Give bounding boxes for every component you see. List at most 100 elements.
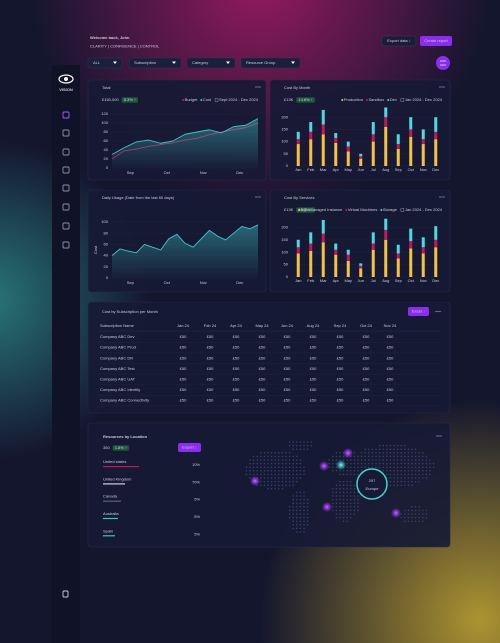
column-header: Aug 24: [307, 323, 320, 328]
date-range: Jan 2024 - Dec 2024: [405, 207, 443, 212]
map-hotspot[interactable]: [250, 476, 260, 486]
menu-dot[interactable]: [443, 196, 445, 198]
nav-icon[interactable]: [62, 222, 70, 230]
map-dot: [260, 452, 262, 454]
map-dot: [407, 459, 410, 461]
menu-dot[interactable]: [441, 86, 443, 88]
map-dot: [393, 462, 395, 465]
y-tick-label: 0: [286, 163, 289, 168]
export-button[interactable]: [381, 35, 417, 47]
map-dot: [396, 448, 399, 450]
menu-dot[interactable]: [439, 86, 441, 88]
map-dot: [389, 473, 392, 476]
menu-dot[interactable]: [259, 196, 261, 198]
map-dot: [252, 455, 255, 458]
map-dot: [299, 470, 302, 472]
logout-icon[interactable]: [62, 590, 69, 598]
excel-button[interactable]: [408, 307, 429, 316]
map-dot: [263, 462, 266, 465]
menu-dot[interactable]: [438, 435, 440, 437]
map-hotspot[interactable]: [322, 502, 332, 512]
map-dot: [364, 462, 366, 465]
map-dot: [342, 516, 345, 519]
nav-icon[interactable]: [62, 241, 70, 249]
settings-button[interactable]: [436, 56, 450, 70]
nav-icon[interactable]: [62, 148, 70, 156]
export-label[interactable]: Export ↓: [182, 445, 197, 450]
nav-icon[interactable]: [62, 129, 70, 137]
cell: £50: [284, 334, 291, 339]
map-hotspot[interactable]: [336, 460, 346, 470]
map-dot: [303, 509, 305, 512]
map-dot: [339, 480, 341, 483]
card-title: Total: [102, 85, 111, 90]
map-dot: [256, 470, 258, 472]
y-tick-label: 50: [284, 262, 289, 267]
x-tick-label: Oct: [408, 278, 415, 283]
bar-segment: [384, 239, 388, 277]
map-dot: [346, 520, 348, 522]
create-label[interactable]: Create report: [424, 38, 448, 43]
map-dot: [342, 506, 345, 508]
bar-segment: [296, 131, 300, 140]
filter[interactable]: [186, 57, 236, 69]
menu-dot[interactable]: [439, 196, 441, 198]
filter-label[interactable]: Category: [192, 60, 208, 65]
nav-icon[interactable]: [62, 166, 70, 174]
map-dot: [299, 466, 302, 468]
nav-icon[interactable]: [62, 203, 70, 211]
cell: Company ABC Connectivity: [100, 398, 149, 403]
filter[interactable]: [240, 57, 301, 69]
menu-dot[interactable]: [436, 435, 438, 437]
nav-icon[interactable]: [62, 184, 70, 192]
export-label[interactable]: Export data ↓: [387, 38, 411, 43]
map-dot: [270, 455, 273, 458]
menu-dot[interactable]: [259, 86, 261, 88]
menu-dot[interactable]: [437, 310, 439, 313]
map-dot: [350, 502, 352, 504]
export-button[interactable]: [178, 443, 201, 452]
map-dot: [281, 452, 284, 454]
menu-dot[interactable]: [257, 86, 259, 88]
map-dot: [342, 480, 345, 483]
date-range: Jan 2024 - Dec 2024: [405, 97, 443, 102]
map-hotspot[interactable]: [343, 448, 353, 458]
excel-label[interactable]: Excel ↓: [412, 309, 425, 314]
cell: Company ABC DR: [100, 355, 133, 360]
map-hotspot[interactable]: [319, 461, 329, 471]
cell: £50: [284, 387, 291, 392]
menu-dot[interactable]: [440, 435, 442, 437]
menu-dot[interactable]: [257, 196, 259, 198]
filter-label[interactable]: ALL: [93, 60, 101, 65]
map-dot: [357, 462, 359, 465]
map-dot: [350, 495, 352, 497]
map-dot: [375, 459, 377, 461]
menu-dot[interactable]: [443, 86, 445, 88]
map-dot: [400, 459, 402, 461]
column-header: Feb 24: [204, 323, 217, 328]
menu-dot[interactable]: [255, 196, 257, 198]
map-dot: [281, 473, 284, 476]
cell: £50: [233, 387, 240, 392]
menu-dot[interactable]: [435, 310, 437, 313]
filter[interactable]: [87, 57, 123, 69]
menu-dot[interactable]: [255, 86, 257, 88]
nav-icon[interactable]: [62, 111, 70, 119]
map-dot: [260, 484, 262, 486]
filter-label[interactable]: Subscription: [134, 60, 156, 65]
map-dot: [360, 455, 363, 458]
location-name: Australia: [103, 511, 119, 516]
filter-label[interactable]: Resource Group: [246, 60, 276, 65]
create-button[interactable]: [420, 36, 452, 46]
x-tick-label: Mar: [320, 167, 328, 172]
map-dot: [306, 498, 309, 501]
filter[interactable]: [128, 57, 182, 69]
map-dot: [296, 466, 298, 468]
bar-segment: [309, 250, 313, 277]
map-dot: [418, 516, 420, 519]
menu-dot[interactable]: [439, 310, 441, 313]
y-tick-label: 80: [104, 129, 109, 134]
menu-dot[interactable]: [441, 196, 443, 198]
map-dot: [267, 466, 269, 468]
map-hotspot[interactable]: [391, 508, 401, 518]
